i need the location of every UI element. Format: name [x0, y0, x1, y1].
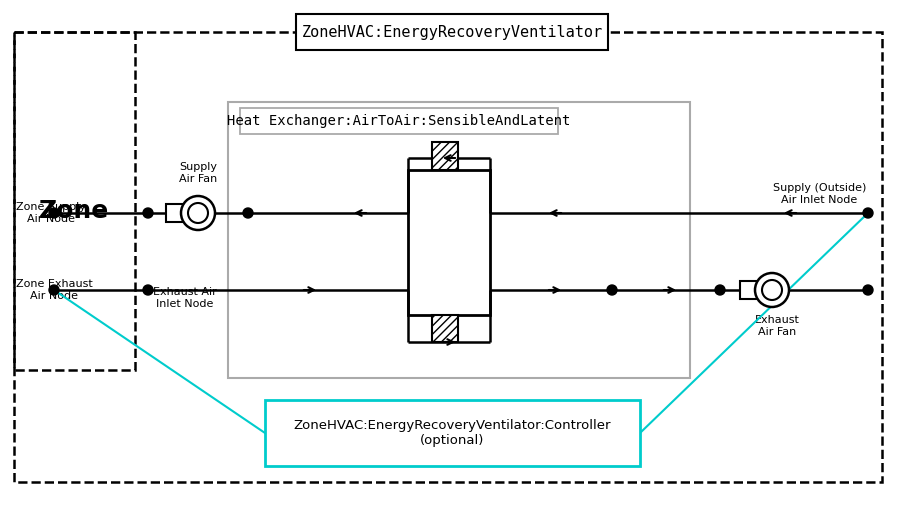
Circle shape [49, 285, 59, 295]
Text: ZoneHVAC:EnergyRecoveryVentilator: ZoneHVAC:EnergyRecoveryVentilator [301, 25, 602, 40]
Bar [296, 14, 608, 50]
Text: Zone: Zone [40, 199, 110, 223]
Text: Heat Exchanger:AirToAir:SensibleAndLatent: Heat Exchanger:AirToAir:SensibleAndLaten… [227, 114, 571, 128]
Bar [408, 170, 490, 315]
Bar [740, 281, 758, 299]
Bar [240, 108, 558, 134]
Circle shape [243, 208, 253, 218]
Circle shape [863, 285, 873, 295]
Circle shape [607, 285, 617, 295]
Bar [228, 102, 690, 378]
Circle shape [715, 285, 725, 295]
Circle shape [755, 273, 789, 307]
Circle shape [181, 196, 215, 230]
Circle shape [188, 203, 208, 223]
Text: ZoneHVAC:EnergyRecoveryVentilator:Controller
(optional): ZoneHVAC:EnergyRecoveryVentilator:Contro… [294, 419, 611, 447]
Bar [265, 400, 640, 466]
Circle shape [863, 208, 873, 218]
Text: Zone Exhaust
Air Node: Zone Exhaust Air Node [16, 279, 93, 301]
Bar [432, 142, 458, 170]
Circle shape [143, 208, 153, 218]
Text: Exhaust Air
Inlet Node: Exhaust Air Inlet Node [153, 287, 217, 308]
Text: Exhaust
Air Fan: Exhaust Air Fan [754, 315, 799, 337]
Bar [165, 203, 184, 222]
Circle shape [49, 208, 59, 218]
Circle shape [762, 280, 782, 300]
Circle shape [143, 285, 153, 295]
Text: Zone Supply
Air Node: Zone Supply Air Node [16, 202, 86, 224]
Text: Supply (Outside)
Air Inlet Node: Supply (Outside) Air Inlet Node [772, 183, 866, 205]
Bar [432, 315, 458, 342]
Text: Supply
Air Fan: Supply Air Fan [179, 162, 218, 184]
